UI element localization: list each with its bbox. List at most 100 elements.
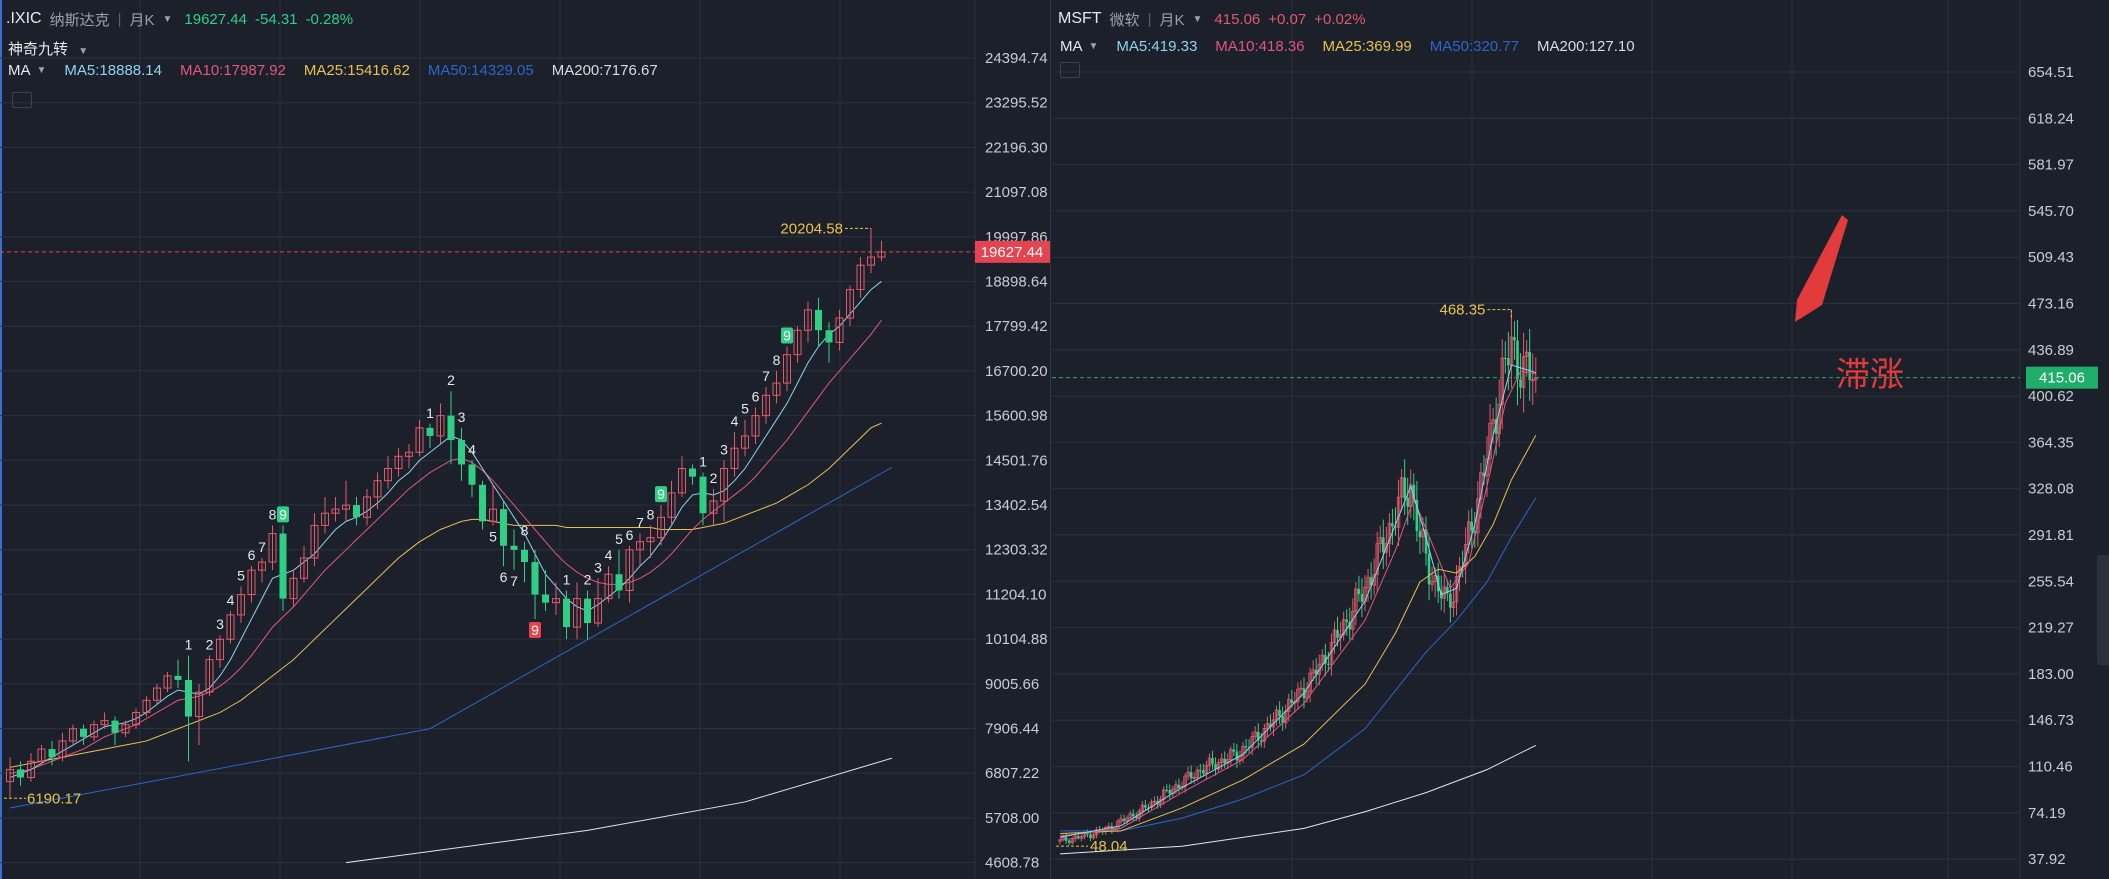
candle-body <box>1351 610 1355 630</box>
nine-count-label: 8 <box>773 352 781 368</box>
candle-body <box>1223 758 1226 764</box>
candle-body <box>1382 537 1385 553</box>
y-tick-label: 11204.10 <box>985 586 1046 603</box>
nine-count-label: 2 <box>584 571 592 587</box>
y-tick-label: 328.08 <box>2028 481 2074 498</box>
ma50-line <box>9 466 893 809</box>
instrument-name: 纳斯达克 <box>49 11 110 29</box>
candle-body <box>1378 537 1382 545</box>
nine-marker-label: 9 <box>531 622 539 638</box>
nine-marker-box <box>781 327 793 344</box>
y-tick-label: 18898.64 <box>985 273 1048 290</box>
period-selector[interactable]: 月K <box>1159 11 1185 29</box>
candle-body <box>531 562 539 595</box>
nine-count-label: 4 <box>227 592 235 608</box>
candle-body <box>1122 818 1126 821</box>
candle-body <box>1232 749 1236 752</box>
chevron-down-icon[interactable]: ▼ <box>1088 41 1099 52</box>
candle-body <box>342 504 350 510</box>
candle-body <box>1168 790 1172 794</box>
msft-chart-panel[interactable]: 654.51 618.24 581.97 545.70 509.43 473.16 436.… <box>1052 0 2109 879</box>
nine-marker-label: 9 <box>279 506 287 522</box>
candle-body <box>195 691 203 718</box>
candle-body <box>1482 472 1486 476</box>
collapse-button[interactable] <box>12 92 32 108</box>
candle-body <box>563 598 570 628</box>
candle-body <box>27 760 35 779</box>
candle-body <box>279 533 287 599</box>
candle-body <box>111 720 119 733</box>
candle-body <box>289 577 298 600</box>
msft-candlestick-chart[interactable]: 654.51 618.24 581.97 545.70 509.43 473.16 436.… <box>1052 0 2109 879</box>
indicator-selector[interactable]: 神奇九转 ▼ <box>8 41 89 58</box>
candle-body <box>1375 543 1379 576</box>
candle-body <box>573 598 581 628</box>
candle-body <box>1317 663 1321 675</box>
candle-body <box>321 512 329 526</box>
nine-count-label: 5 <box>489 528 497 544</box>
nine-count-label: 7 <box>510 573 518 589</box>
y-tick-label: 12303.32 <box>985 542 1048 559</box>
symbol[interactable]: .IXIC <box>6 10 42 27</box>
candle-body <box>1451 601 1456 609</box>
candle-body <box>1241 745 1245 757</box>
nine-count-label: 1 <box>185 637 193 653</box>
nine-count-label: 5 <box>237 567 245 583</box>
last-price: 19627.44 <box>184 10 247 28</box>
nasdaq-chart-panel[interactable]: 24394.74 23295.52 22196.30 21097.08 19997.86… <box>0 0 1051 879</box>
candle-body <box>1204 765 1209 774</box>
candle-body <box>1406 497 1409 507</box>
candle-body <box>1107 825 1111 828</box>
high-label: 20204.58 <box>780 220 843 237</box>
ma-selector[interactable]: MA <box>1060 38 1083 55</box>
y-tick-label: 23295.52 <box>985 95 1048 112</box>
nine-count-label: 3 <box>458 409 466 425</box>
candle-body <box>1494 419 1498 434</box>
candle-body <box>90 724 98 738</box>
candle-body <box>436 415 445 437</box>
instrument-name: 微软 <box>1109 11 1140 29</box>
y-tick-label: 255.54 <box>2028 573 2074 590</box>
y-tick-label: 509.43 <box>2028 249 2074 266</box>
chevron-down-icon[interactable]: ▼ <box>162 13 173 25</box>
symbol[interactable]: MSFT <box>1058 10 1102 27</box>
ma5-value: MA5:419.33 <box>1116 38 1198 55</box>
candle-body <box>1504 358 1507 360</box>
candle-body <box>615 574 623 591</box>
nine-marker-label: 9 <box>657 486 665 502</box>
candle-body <box>1500 357 1504 405</box>
y-tick-label: 22196.30 <box>985 139 1048 156</box>
candle-body <box>1470 521 1474 531</box>
candle-body <box>1287 699 1291 712</box>
y-tick-label: 219.27 <box>2028 620 2074 637</box>
candle-body <box>646 537 655 543</box>
ma-legend: MA ▼ MA5:18888.14 MA10:17987.92 MA25:154… <box>8 62 658 79</box>
candle-body <box>1216 762 1221 770</box>
nine-count-label: 6 <box>752 388 760 404</box>
candle-body <box>100 720 109 726</box>
candle-body <box>1531 379 1535 382</box>
collapse-button[interactable] <box>1060 62 1080 78</box>
nine-count-label: 5 <box>615 531 623 547</box>
candle-body <box>415 427 424 453</box>
chevron-down-icon[interactable]: ▼ <box>36 65 47 76</box>
ma10-line <box>1059 370 1536 837</box>
candle-body <box>1516 340 1519 380</box>
period-selector[interactable]: 月K <box>129 11 155 29</box>
side-scroll-handle[interactable] <box>2097 555 2109 665</box>
ma10-line <box>9 319 882 774</box>
candle-body <box>584 598 591 624</box>
current-price-tag <box>2026 366 2098 389</box>
candle-body <box>604 573 613 600</box>
chevron-down-icon[interactable]: ▼ <box>1192 13 1203 25</box>
candle-body <box>1125 817 1129 822</box>
nasdaq-candlestick-chart[interactable]: 24394.7423295.5222196.3021097.0819997.86… <box>0 0 1050 879</box>
candle-body <box>48 749 56 758</box>
ma-selector[interactable]: MA <box>8 62 31 79</box>
nine-count-label: 4 <box>468 441 476 457</box>
candle-body <box>1296 688 1300 703</box>
y-tick-label: 24394.74 <box>985 50 1048 67</box>
candle-body <box>447 415 455 441</box>
ma5-line <box>1059 364 1536 838</box>
candle-body <box>1366 576 1370 588</box>
